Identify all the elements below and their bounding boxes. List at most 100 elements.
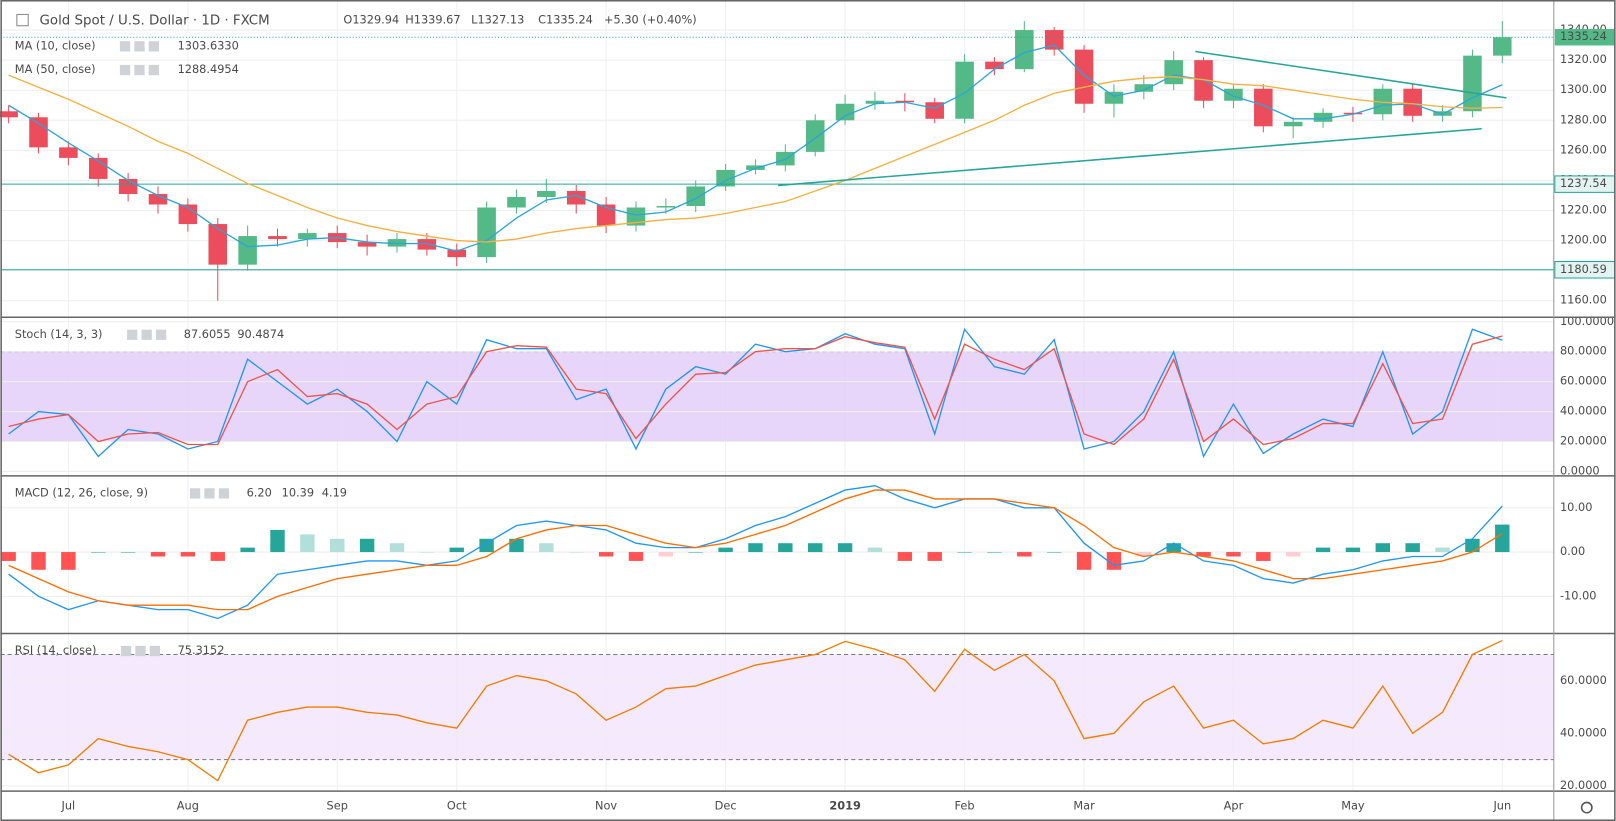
- trend-line: [778, 127, 1482, 187]
- price-label: 1237.54: [1560, 176, 1607, 190]
- histogram-bar: [31, 552, 46, 570]
- legend-icon: [148, 64, 160, 76]
- candle-body: [835, 103, 855, 121]
- y-tick-label: 1320.00: [1560, 52, 1607, 66]
- candle-body: [447, 249, 467, 258]
- histogram-bar: [598, 552, 614, 557]
- candle-body: [238, 236, 257, 265]
- ohlc-close: C1335.24: [538, 13, 593, 27]
- y-tick-label: 1160.00: [1560, 293, 1607, 307]
- y-tick-label: 0.00: [1560, 544, 1585, 558]
- x-tick-label: Sep: [327, 799, 348, 813]
- histogram-bar: [957, 552, 972, 553]
- candle-body: [148, 193, 168, 205]
- candle-body: [596, 204, 616, 226]
- candle-body: [1164, 60, 1183, 85]
- indicator-name: Stoch (14, 3, 3): [15, 327, 103, 341]
- histogram-bar: [300, 534, 315, 553]
- histogram-bar: [1136, 552, 1152, 557]
- candle-body: [29, 117, 48, 148]
- candle-body: [537, 190, 556, 197]
- candle-body: [686, 186, 705, 207]
- legend-icon: [189, 488, 201, 499]
- x-tick-label: May: [1341, 799, 1365, 813]
- y-tick-label: -10.00: [1560, 588, 1597, 602]
- histogram-bar: [1076, 552, 1092, 570]
- histogram-bar: [778, 543, 793, 553]
- legend-icon: [148, 41, 160, 52]
- x-tick-label: Mar: [1073, 799, 1095, 813]
- settings-icon[interactable]: [1580, 801, 1593, 814]
- symbol-title[interactable]: Gold Spot / U.S. Dollar · 1D · FXCM: [40, 14, 270, 29]
- candle-body: [507, 196, 526, 208]
- candle-body: [895, 100, 915, 103]
- histogram-bar: [748, 543, 763, 553]
- y-tick-label: 1300.00: [1560, 82, 1607, 96]
- candle-body: [178, 204, 198, 225]
- histogram-bar: [1256, 552, 1271, 561]
- candle-body: [298, 233, 317, 240]
- legend-icon: [218, 488, 230, 499]
- histogram-bar: [419, 552, 435, 553]
- legend-icon: [155, 329, 167, 340]
- histogram-bar: [91, 552, 106, 553]
- y-tick-label: 0.0000: [1560, 463, 1600, 477]
- candle-body: [656, 206, 676, 208]
- histogram-bar: [658, 552, 674, 557]
- histogram-bar: [927, 552, 942, 561]
- legend-icon: [134, 64, 145, 76]
- histogram-bar: [509, 538, 524, 553]
- y-tick-label: 20.0000: [1560, 778, 1607, 792]
- candle-body: [268, 236, 287, 240]
- candle-body: [417, 239, 437, 250]
- candle-body: [566, 190, 586, 205]
- candle-body: [1015, 30, 1034, 70]
- histogram-bar: [987, 552, 1002, 553]
- legend-icon: [149, 645, 161, 657]
- ohlc-open: O1329.94: [343, 13, 399, 27]
- ohlc-low: L1327.13: [471, 13, 524, 27]
- candle-body: [1044, 30, 1064, 50]
- histogram-bar: [1, 552, 16, 561]
- candle-body: [1463, 55, 1482, 112]
- candle-body: [985, 61, 1004, 70]
- histogram-bar: [1435, 547, 1450, 553]
- candle-body: [865, 100, 885, 104]
- candle-body: [716, 169, 735, 187]
- candle-body: [59, 147, 78, 158]
- legend-icon: [120, 645, 132, 657]
- x-tick-label: Aug: [177, 799, 199, 813]
- histogram-bar: [1046, 552, 1062, 553]
- x-tick-label: Dec: [715, 799, 737, 813]
- band-fill: [0, 351, 1554, 442]
- x-tick-label: 2019: [829, 799, 861, 813]
- candle-body: [1074, 49, 1094, 104]
- histogram-bar: [210, 552, 225, 561]
- indicator-value: 1303.6330: [178, 38, 239, 52]
- candle-body: [357, 242, 377, 247]
- candle-body: [1373, 88, 1393, 115]
- candle-body: [1254, 88, 1273, 127]
- histogram-bar: [808, 543, 823, 553]
- histogram-bar: [1375, 543, 1391, 553]
- candle-body: [1403, 88, 1422, 116]
- histogram-bar: [837, 543, 853, 553]
- ohlc-high: H1339.67: [405, 13, 460, 27]
- price-change: +5.30 (+0.40%): [604, 13, 697, 27]
- y-tick-label: 60.0000: [1560, 374, 1607, 388]
- legend-icon: [119, 64, 131, 76]
- histogram-bar: [539, 543, 554, 553]
- legend-icon: [204, 488, 215, 499]
- histogram-bar: [1465, 538, 1480, 553]
- indicator-value: 6.20: [247, 485, 272, 499]
- histogram-bar: [1405, 543, 1420, 553]
- collapse-icon[interactable]: [16, 13, 29, 27]
- series-line: [8, 335, 1503, 446]
- histogram-bar: [330, 538, 345, 553]
- marks-layer: [0, 21, 1554, 782]
- indicator-name: RSI (14, close): [15, 643, 97, 657]
- histogram-bar: [359, 538, 375, 553]
- histogram-bar: [1345, 547, 1361, 553]
- candle-body: [1493, 37, 1512, 56]
